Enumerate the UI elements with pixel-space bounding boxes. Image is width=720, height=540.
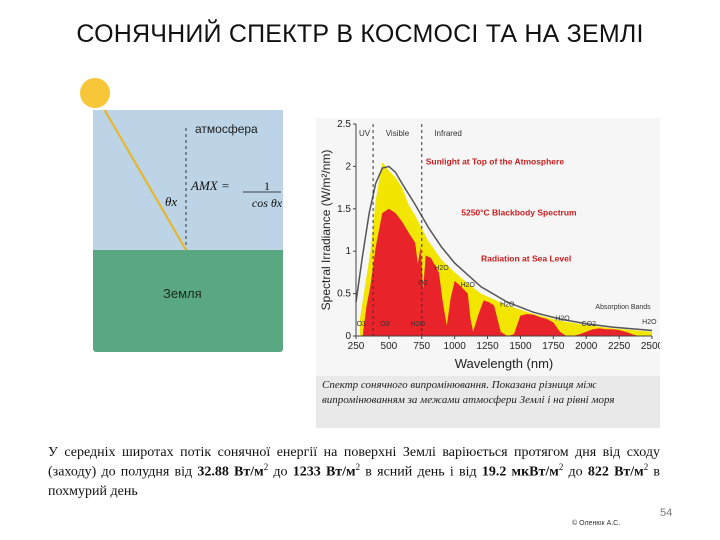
earth-label: Земля [163, 286, 202, 301]
annotation-3: H2O [411, 321, 426, 328]
angle-label: θx [165, 194, 178, 209]
annotation-10: Absorption Bands [595, 304, 651, 311]
x-tick-label-6: 1750 [542, 341, 565, 352]
para-text-5: в похмурий день [48, 465, 661, 499]
earth-layer [93, 250, 283, 352]
author-credit: © Оленюк А.С. [572, 520, 621, 527]
page-number: 54 [660, 507, 673, 519]
annotation-6: H2O [500, 301, 515, 308]
annotation-4: H2O [434, 265, 449, 272]
atmosphere-diagram: атмосфера AMX = 1 cos θx θx Земля [93, 110, 283, 352]
formula-numerator: 1 [264, 179, 270, 193]
para-text-3: в ясний день і від [360, 465, 482, 481]
para-text-4: до [563, 465, 588, 481]
y-tick-label-2: 1 [345, 246, 351, 257]
value-3: 19.2 мкВт/м [481, 465, 559, 481]
x-tick-label-2: 750 [413, 341, 430, 352]
value-4: 822 Вт/м [587, 465, 644, 481]
series-sea-level-area [362, 208, 639, 336]
y-tick-label-4: 2 [345, 161, 351, 172]
sun-icon [80, 78, 110, 108]
annotation-1: O2 [418, 280, 427, 287]
body-paragraph: У середніх широтах потік сонячної енергі… [48, 444, 660, 501]
sup-1: 2 [263, 462, 269, 473]
region-label-0: UV [359, 129, 371, 138]
y-axis-label: Spectral Irradiance (W/m²/nm) [319, 150, 333, 311]
region-label-1: Visible [386, 129, 410, 138]
formula-fraction: 1 cos θx [243, 179, 291, 211]
x-tick-label-5: 1500 [509, 341, 532, 352]
annotation-0: O3 [357, 321, 366, 328]
value-1: 32.88 Вт/м [197, 465, 264, 481]
sup-3: 2 [558, 462, 564, 473]
para-text-2: до [268, 465, 293, 481]
annotation-9: H2O [642, 319, 657, 326]
x-tick-label-3: 1000 [444, 341, 467, 352]
atmosphere-layer [93, 110, 283, 250]
region-label-2: Infrared [434, 129, 462, 138]
annotation-2: O3 [380, 321, 389, 328]
series-label-1: 5250°C Blackbody Spectrum [461, 208, 577, 218]
chart-caption: Спектр сонячного випромінювання. Показан… [316, 376, 660, 428]
y-tick-label-3: 1.5 [337, 204, 351, 215]
sun-ray [103, 110, 187, 251]
x-tick-label-1: 500 [381, 341, 398, 352]
formula-lhs: AMX = [191, 178, 230, 193]
x-tick-label-7: 2000 [575, 341, 598, 352]
sup-4: 2 [643, 462, 649, 473]
series-label-2: Radiation at Sea Level [481, 253, 571, 263]
x-tick-label-8: 2250 [608, 341, 631, 352]
atmosphere-label: атмосфера [195, 122, 258, 136]
formula-denominator: cos θx [251, 196, 283, 210]
x-tick-label-0: 250 [348, 341, 365, 352]
value-2: 1233 Вт/м [292, 465, 356, 481]
slide-title: СОНЯЧНИЙ СПЕКТР В КОСМОСІ ТА НА ЗЕМЛІ [76, 20, 644, 48]
x-tick-label-4: 1250 [476, 341, 499, 352]
annotation-8: CO2 [582, 321, 597, 328]
y-tick-label-5: 2.5 [337, 119, 351, 130]
spectrum-chart: UV Visible Infrared 0 0.5 1 1.5 2 2.5 250 500 750 10… [316, 118, 664, 376]
diagram-lines [103, 110, 281, 251]
series-blackbody-line [355, 165, 653, 332]
para-text-1: У середніх широтах потік сонячної енергі… [48, 445, 660, 481]
x-tick-label-9: 2500 [641, 341, 660, 352]
annotation-7: H2O [555, 316, 570, 323]
series-label-0: Sunlight at Top of the Atmosphere [426, 157, 565, 167]
sup-2: 2 [355, 462, 361, 473]
y-tick-label-0: 0 [345, 331, 351, 342]
y-tick-label-1: 0.5 [337, 289, 351, 300]
spectrum-chart-svg: UV Visible Infrared 0 0.5 1 1.5 2 2.5 250 500 750 10… [316, 118, 664, 376]
x-axis-label: Wavelength (nm) [455, 356, 554, 371]
annotation-5: H2O [461, 282, 476, 289]
